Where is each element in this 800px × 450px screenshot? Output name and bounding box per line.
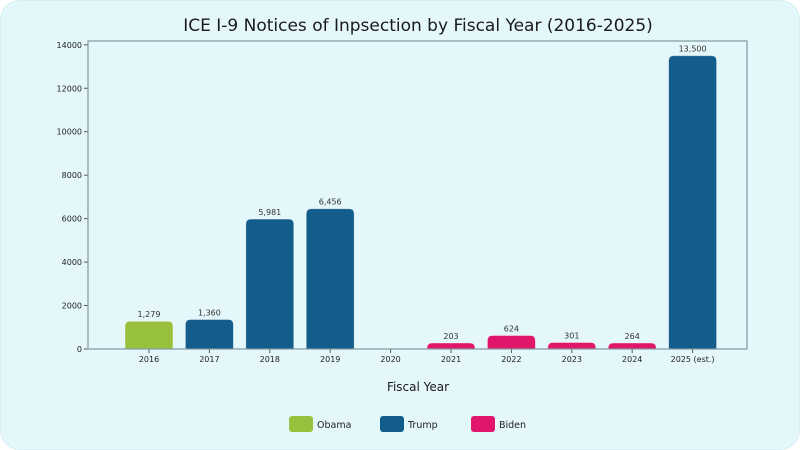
y-tick-label: 0	[77, 345, 82, 354]
x-tick-label: 2025 (est.)	[671, 355, 715, 364]
y-tick-label: 8000	[62, 171, 82, 180]
x-tick-label: 2019	[320, 355, 340, 364]
x-tick-label: 2024	[622, 355, 642, 364]
x-tick-label: 2018	[260, 355, 280, 364]
y-tick-label: 14000	[57, 41, 82, 50]
bar-2022[interactable]	[487, 335, 536, 350]
bar-2019[interactable]	[305, 208, 355, 350]
data-label: 5,981	[258, 208, 281, 217]
data-label: 301	[564, 331, 579, 340]
data-label: 264	[625, 332, 640, 341]
legend-swatch-biden	[471, 416, 495, 432]
data-label: 1,360	[198, 308, 221, 317]
bar-2021[interactable]	[426, 342, 476, 350]
x-tick-label: 2023	[562, 355, 582, 364]
y-tick-label: 4000	[62, 258, 82, 267]
x-axis-label: Fiscal Year	[387, 380, 449, 394]
y-tick-label: 2000	[62, 302, 82, 311]
y-tick-label: 12000	[57, 84, 82, 93]
x-tick-label: 2016	[139, 355, 159, 364]
legend-label-obama: Obama	[317, 420, 351, 431]
legend-swatch-obama	[289, 416, 313, 432]
bar-2023[interactable]	[547, 342, 597, 350]
data-label: 203	[443, 332, 458, 341]
chart-title: ICE I-9 Notices of Inpsection by Fiscal …	[183, 16, 653, 36]
data-label: 6,456	[319, 198, 342, 207]
legend-label-biden: Biden	[499, 420, 526, 431]
data-label: 13,500	[679, 45, 707, 54]
x-tick-label: 2017	[199, 355, 219, 364]
x-tick-label: 2021	[441, 355, 461, 364]
data-label: 1,279	[138, 310, 161, 319]
x-tick-label: 2022	[501, 355, 521, 364]
data-label: 624	[504, 324, 519, 333]
legend-label-trump: Trump	[407, 420, 438, 431]
x-tick-label: 2020	[380, 355, 400, 364]
bar-2025-est[interactable]	[668, 55, 717, 350]
legend-swatch-trump	[380, 416, 404, 432]
legend: Obama Trump Biden	[289, 416, 526, 432]
bar-2024[interactable]	[607, 342, 657, 350]
y-tick-label: 10000	[57, 128, 82, 137]
plot-frame	[87, 40, 748, 350]
bar-2018[interactable]	[245, 218, 295, 350]
bar-2017[interactable]	[185, 319, 234, 350]
y-tick-label: 6000	[62, 215, 82, 224]
bar-2016[interactable]	[124, 320, 174, 350]
